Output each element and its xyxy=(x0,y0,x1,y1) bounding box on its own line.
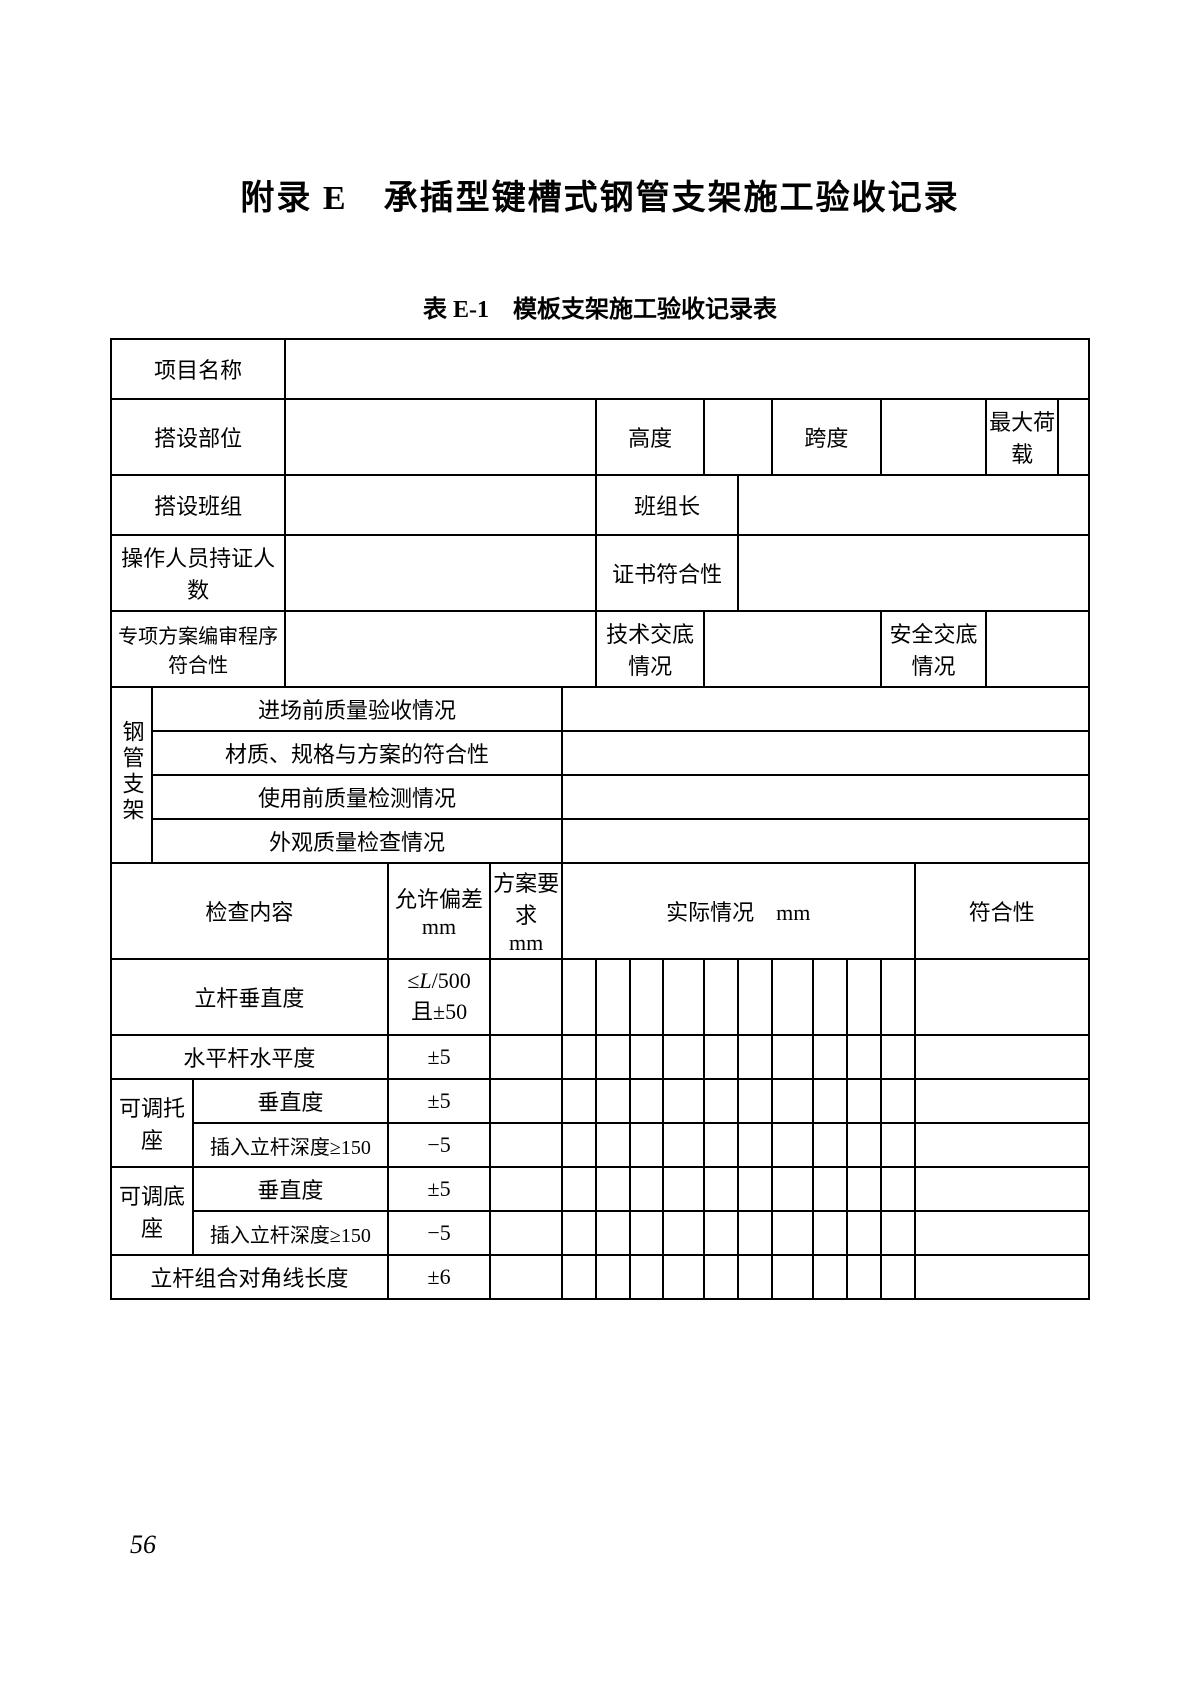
cell-actual-1-6 xyxy=(738,959,772,1035)
header-scheme-req: 方案要求 mm xyxy=(490,863,562,959)
row-adj-base-vert: 垂直度 xyxy=(193,1167,388,1211)
field-cert-conformity xyxy=(738,535,1089,611)
cell-conformity-2 xyxy=(915,1035,1089,1079)
label-scheme-review: 专项方案编审程序符合性 xyxy=(111,611,285,687)
field-erect-team xyxy=(285,475,596,535)
cell-actual-1-8 xyxy=(813,959,847,1035)
field-pre-use-quality xyxy=(562,775,1089,819)
label-steel-support: 钢管支架 xyxy=(111,687,152,863)
label-operators-cert-count: 操作人员持证人数 xyxy=(111,535,285,611)
row-adj-support-depth: 插入立杆深度≥150 xyxy=(193,1123,388,1167)
cell-scheme-req-2 xyxy=(490,1035,562,1079)
field-scheme-review xyxy=(285,611,596,687)
cell-actual-1-10 xyxy=(881,959,915,1035)
header-actual: 实际情况 mm xyxy=(562,863,915,959)
cell-diagonal-dev: ±6 xyxy=(388,1255,491,1299)
cell-vertical-pole-dev: ≤L/500 且±50 xyxy=(388,959,491,1035)
table-caption: 表 E-1 模板支架施工验收记录表 xyxy=(110,289,1090,324)
cell-adj-base-depth-dev: −5 xyxy=(388,1211,491,1255)
cell-scheme-req-1 xyxy=(490,959,562,1035)
label-tech-disclosure: 技术交底情况 xyxy=(596,611,705,687)
label-span: 跨度 xyxy=(772,399,881,475)
cell-horizontal-dev: ±5 xyxy=(388,1035,491,1079)
field-span xyxy=(881,399,987,475)
header-conformity: 符合性 xyxy=(915,863,1089,959)
label-project-name: 项目名称 xyxy=(111,339,285,399)
row-adj-base-depth: 插入立杆深度≥150 xyxy=(193,1211,388,1255)
field-project-name xyxy=(285,339,1089,399)
row-horizontal-level: 水平杆水平度 xyxy=(111,1035,388,1079)
field-pre-entry-quality xyxy=(562,687,1089,731)
cell-conformity-1 xyxy=(915,959,1089,1035)
field-erect-position xyxy=(285,399,596,475)
cell-adj-base-vert-dev: ±5 xyxy=(388,1167,491,1211)
label-cert-conformity: 证书符合性 xyxy=(596,535,738,611)
cell-actual-1-5 xyxy=(704,959,738,1035)
label-safety-disclosure: 安全交底情况 xyxy=(881,611,987,687)
label-team-leader: 班组长 xyxy=(596,475,738,535)
field-operators-cert-count xyxy=(285,535,596,611)
field-safety-disclosure xyxy=(986,611,1089,687)
label-pre-entry-quality: 进场前质量验收情况 xyxy=(152,687,562,731)
cell-actual-1-3 xyxy=(630,959,664,1035)
label-adj-base: 可调底座 xyxy=(111,1167,193,1255)
field-material-spec-conformity xyxy=(562,731,1089,775)
cell-actual-1-9 xyxy=(847,959,881,1035)
row-vertical-pole: 立杆垂直度 xyxy=(111,959,388,1035)
field-tech-disclosure xyxy=(704,611,880,687)
field-height xyxy=(704,399,772,475)
cell-actual-1-2 xyxy=(596,959,630,1035)
label-pre-use-quality: 使用前质量检测情况 xyxy=(152,775,562,819)
cell-actual-1-1 xyxy=(562,959,596,1035)
label-height: 高度 xyxy=(596,399,705,475)
header-allow-deviation: 允许偏差 mm xyxy=(388,863,491,959)
page-number: 56 xyxy=(130,1530,156,1560)
header-check-item: 检查内容 xyxy=(111,863,388,959)
field-max-load xyxy=(1058,399,1089,475)
label-appearance-quality: 外观质量检查情况 xyxy=(152,819,562,863)
cell-actual-1-7 xyxy=(772,959,813,1035)
row-diagonal-length: 立杆组合对角线长度 xyxy=(111,1255,388,1299)
cell-adj-support-depth-dev: −5 xyxy=(388,1123,491,1167)
row-adj-support-vert: 垂直度 xyxy=(193,1079,388,1123)
appendix-title: 附录 E 承插型键槽式钢管支架施工验收记录 xyxy=(110,170,1090,219)
label-max-load: 最大荷载 xyxy=(986,399,1058,475)
label-adj-support: 可调托座 xyxy=(111,1079,193,1167)
cell-actual-1-4 xyxy=(663,959,704,1035)
label-erect-team: 搭设班组 xyxy=(111,475,285,535)
field-team-leader xyxy=(738,475,1089,535)
label-erect-position: 搭设部位 xyxy=(111,399,285,475)
field-appearance-quality xyxy=(562,819,1089,863)
inspection-record-table: 项目名称 搭设部位 高度 跨度 最大荷载 搭设班组 班组长 操作人员持证人数 证… xyxy=(110,338,1090,1300)
label-material-spec-conformity: 材质、规格与方案的符合性 xyxy=(152,731,562,775)
cell-adj-support-vert-dev: ±5 xyxy=(388,1079,491,1123)
